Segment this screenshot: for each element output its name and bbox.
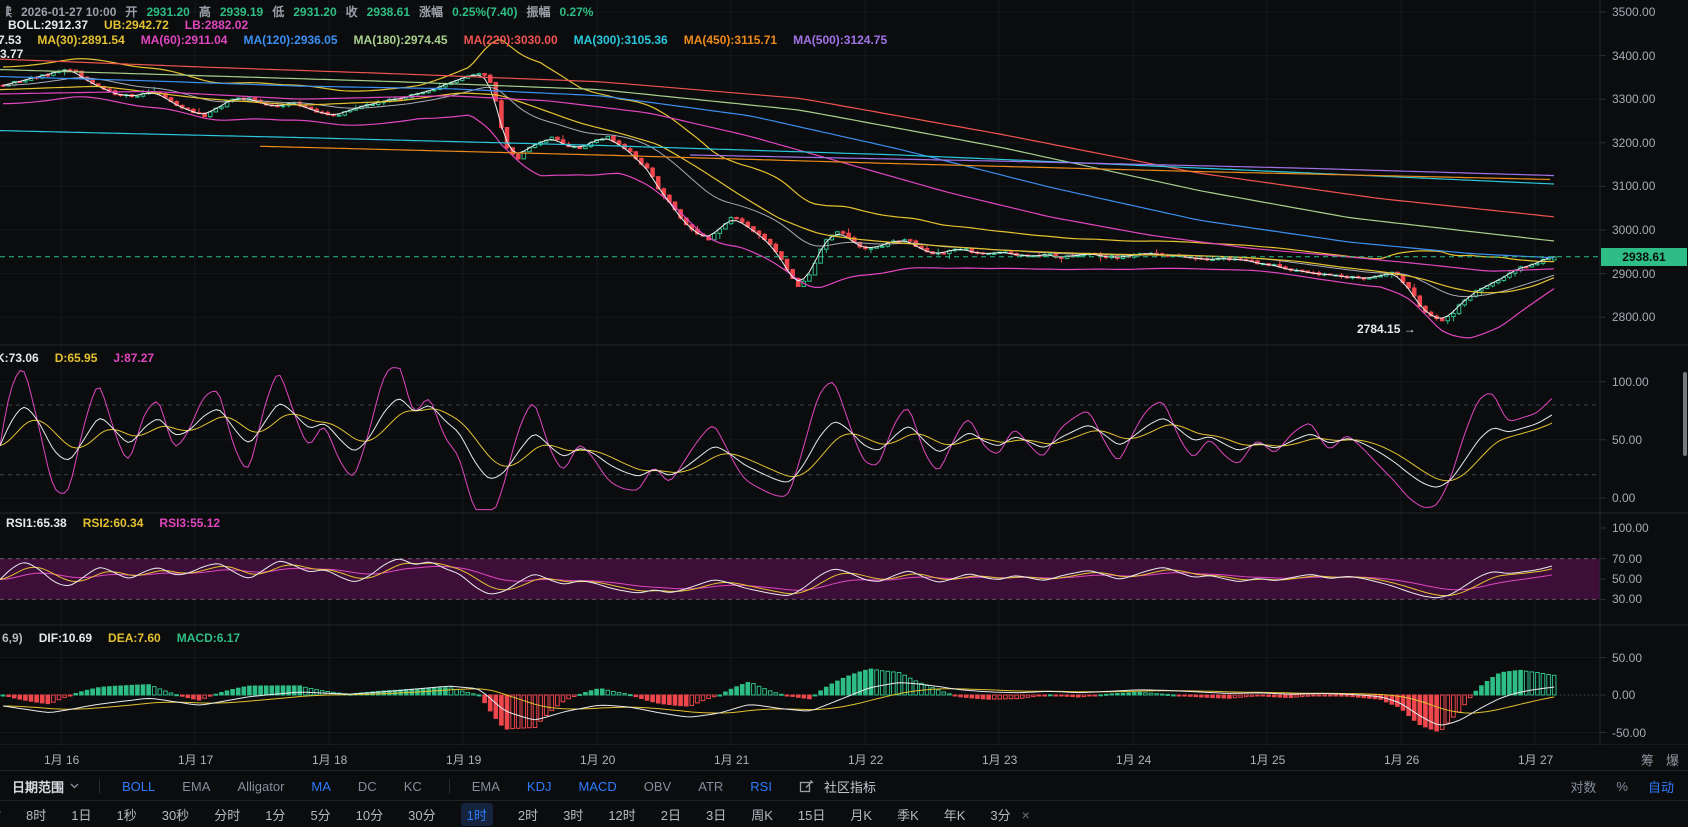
trading-chart-app: 续2026-01-27 10:00开2931.20高2939.19低2931.2… — [0, 0, 1688, 827]
edit-indicator-icon[interactable] — [799, 779, 814, 794]
date-label: 1月 26 — [1384, 751, 1419, 768]
timeframe-3日[interactable]: 3日 — [706, 803, 726, 826]
macd-tick: 50.00 — [1612, 651, 1642, 665]
timeframe-月K[interactable]: 月K — [850, 803, 872, 826]
kdj-tick: 100.00 — [1612, 375, 1649, 389]
price-tick: 2900.00 — [1612, 267, 1655, 281]
timeframe-toolbar: 时 8时 1日 1秒 30秒 分时 1分 5分 10分 30分 1时 2时 3时 12时 2日 3日 周K 15日… — [0, 800, 1688, 827]
date-range-button[interactable]: 日期范围 — [12, 777, 79, 796]
timeframe-30秒[interactable]: 30秒 — [162, 803, 189, 826]
date-label: 1月 27 — [1518, 751, 1553, 768]
percent-scale-button[interactable]: % — [1616, 779, 1628, 794]
date-label: 1月 24 — [1116, 751, 1151, 768]
rsi-tick: 100.00 — [1612, 521, 1649, 535]
log-scale-button[interactable]: 对数 — [1570, 777, 1596, 796]
price-tick: 3400.00 — [1612, 49, 1655, 63]
chart-canvas[interactable] — [0, 0, 1688, 745]
timeframe-时[interactable]: 时 — [0, 803, 1, 826]
price-tick: 3500.00 — [1612, 5, 1655, 19]
timeframe-分时[interactable]: 分时 — [214, 803, 240, 826]
macd-tick: -50.00 — [1612, 726, 1646, 740]
date-label: 1月 23 — [982, 751, 1017, 768]
price-tick: 3000.00 — [1612, 223, 1655, 237]
macd-tick: 0.00 — [1612, 688, 1635, 702]
price-tick: 2800.00 — [1612, 310, 1655, 324]
timeframe-5分[interactable]: 5分 — [310, 803, 330, 826]
indicator-KC[interactable]: KC — [404, 779, 422, 794]
indicator-Alligator[interactable]: Alligator — [237, 779, 284, 794]
pane-scrollbar[interactable] — [1683, 372, 1687, 456]
indicator-toolbar: 日期范围 BOLL EMA Alligator MA DC KC EMA KDJ MACD OB… — [0, 770, 1688, 801]
timeframe-1时[interactable]: 1时 — [461, 803, 493, 826]
indicator-BOLL[interactable]: BOLL — [122, 779, 155, 794]
chevron-down-icon — [70, 783, 79, 789]
indicator-EMA[interactable]: EMA — [472, 779, 500, 794]
timeframe-2日[interactable]: 2日 — [661, 803, 681, 826]
price-tick: 3300.00 — [1612, 92, 1655, 106]
timeframe-12时[interactable]: 12时 — [608, 803, 635, 826]
timeframe-2时[interactable]: 2时 — [518, 803, 538, 826]
date-label: 1月 21 — [714, 751, 749, 768]
timeframe-10分[interactable]: 10分 — [356, 803, 383, 826]
low-price-annotation: 2784.15 → — [1357, 322, 1416, 336]
indicator-ATR[interactable]: ATR — [698, 779, 723, 794]
kdj-tick: 50.00 — [1612, 433, 1642, 447]
date-label: 1月 22 — [848, 751, 883, 768]
indicator-MA[interactable]: MA — [311, 779, 331, 794]
axis-chip-liq[interactable]: 爆 — [1666, 750, 1679, 769]
indicator-OBV[interactable]: OBV — [644, 779, 671, 794]
timeframe-3分[interactable]: 3分 — [990, 803, 1010, 826]
toolbar-divider — [449, 779, 450, 794]
timeframe-1分[interactable]: 1分 — [265, 803, 285, 826]
timeframe-季K[interactable]: 季K — [897, 803, 919, 826]
date-label: 1月 20 — [580, 751, 615, 768]
price-tick: 3100.00 — [1612, 179, 1655, 193]
rsi-tick: 70.00 — [1612, 552, 1642, 566]
last-price-tag: 2938.61 — [1601, 248, 1687, 266]
kdj-tick: 0.00 — [1612, 491, 1635, 505]
auto-scale-button[interactable]: 自动 — [1648, 777, 1674, 796]
indicator-RSI[interactable]: RSI — [750, 779, 772, 794]
date-range-label: 日期范围 — [12, 777, 64, 796]
toolbar-divider — [99, 779, 100, 794]
indicator-KDJ[interactable]: KDJ — [527, 779, 552, 794]
timeframe-30分[interactable]: 30分 — [408, 803, 435, 826]
date-label: 1月 18 — [312, 751, 347, 768]
indicator-DC[interactable]: DC — [358, 779, 377, 794]
date-label: 1月 25 — [1250, 751, 1285, 768]
price-tick: 3200.00 — [1612, 136, 1655, 150]
timeframe-3时[interactable]: 3时 — [563, 803, 583, 826]
indicator-EMA[interactable]: EMA — [182, 779, 210, 794]
close-timeframe-icon[interactable]: × — [1022, 807, 1030, 823]
timeframe-1日[interactable]: 1日 — [71, 803, 91, 826]
rsi-tick: 50.00 — [1612, 572, 1642, 586]
axis-chip-chips[interactable]: 筹 — [1641, 750, 1654, 769]
rsi-tick: 30.00 — [1612, 592, 1642, 606]
timeframe-15日[interactable]: 15日 — [798, 803, 825, 826]
date-label: 1月 16 — [44, 751, 79, 768]
date-label: 1月 19 — [446, 751, 481, 768]
timeframe-1秒[interactable]: 1秒 — [116, 803, 136, 826]
indicator-MACD[interactable]: MACD — [578, 779, 616, 794]
timeframe-8时[interactable]: 8时 — [26, 803, 46, 826]
date-label: 1月 17 — [178, 751, 213, 768]
community-indicators-button[interactable]: 社区指标 — [824, 777, 876, 796]
timeframe-年K[interactable]: 年K — [944, 803, 966, 826]
timeframe-周K[interactable]: 周K — [751, 803, 773, 826]
